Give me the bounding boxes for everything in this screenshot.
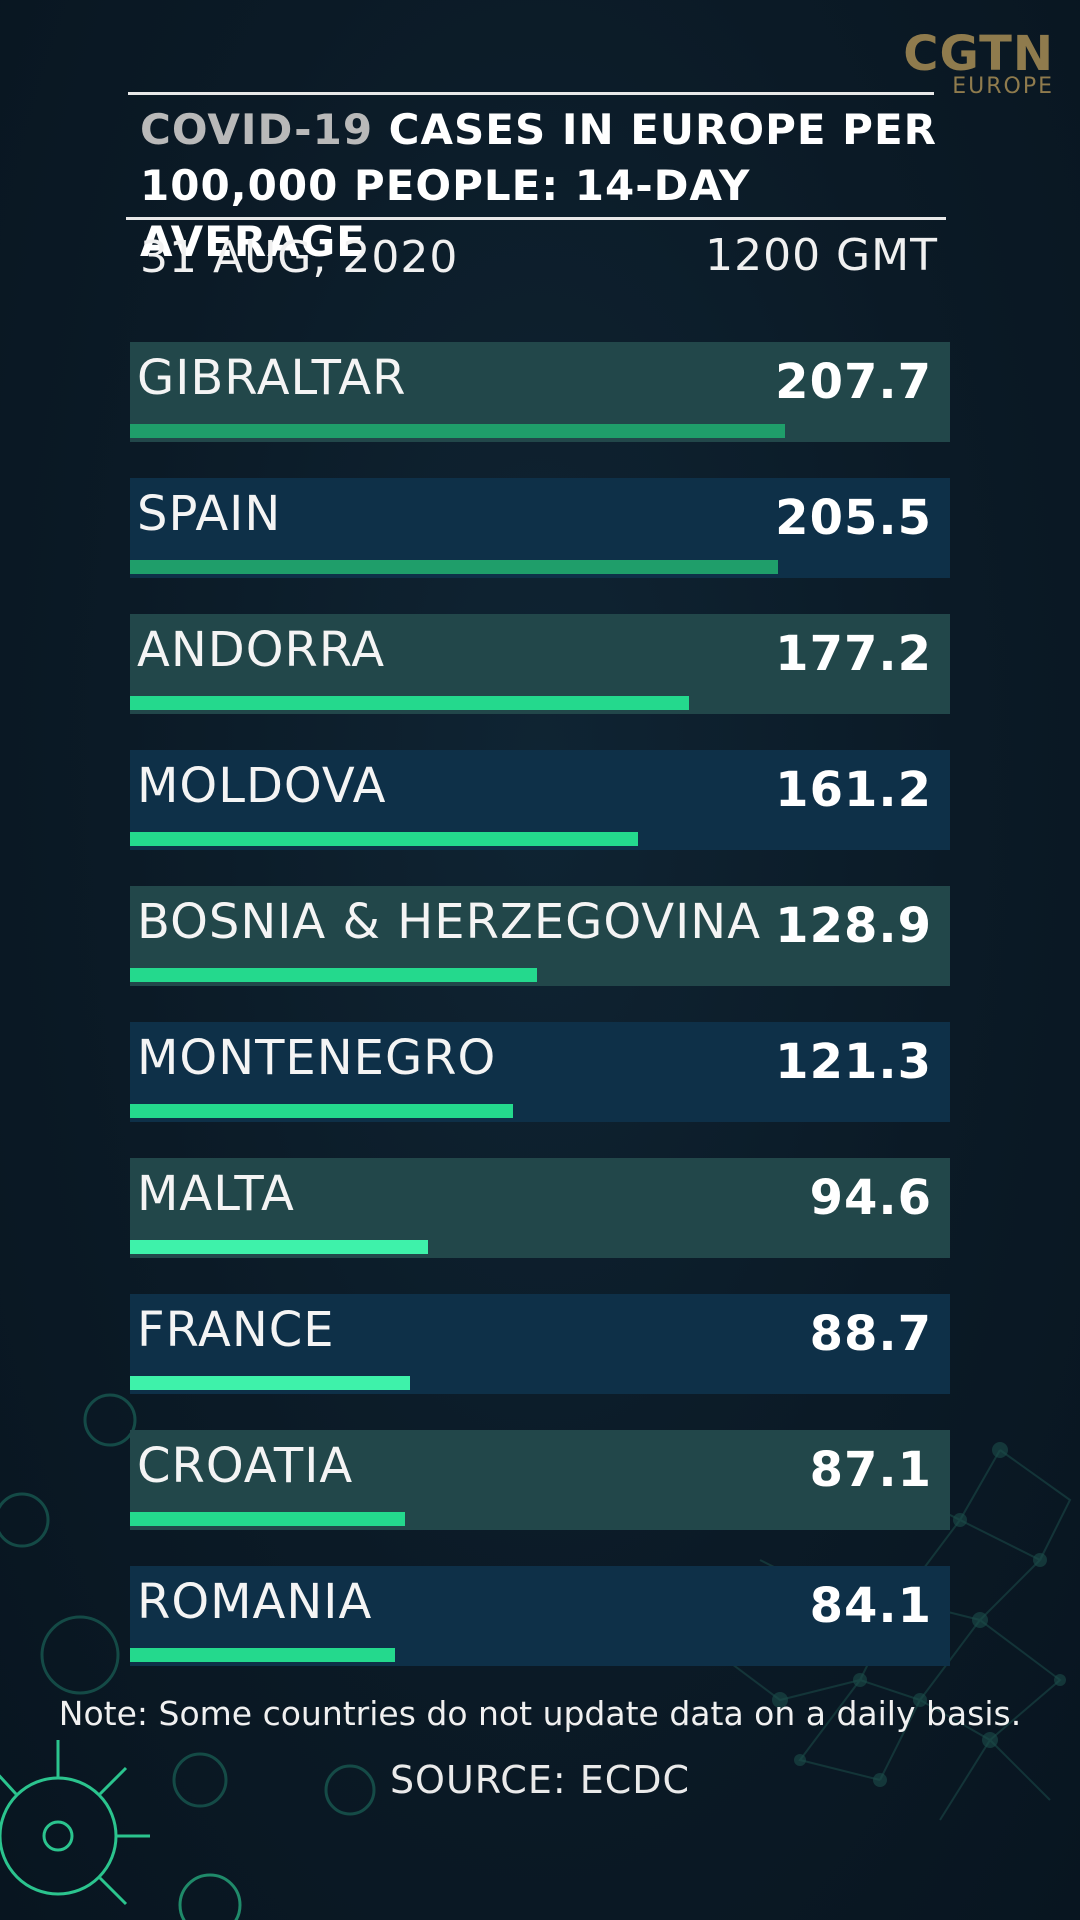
title-highlight: COVID-19 [140, 105, 374, 154]
category-label: GIBRALTAR [137, 350, 407, 406]
bar-row: MALTA 94.6 [130, 1158, 950, 1258]
bar-row: MONTENEGRO 121.3 [130, 1022, 950, 1122]
bar-row: ROMANIA 84.1 [130, 1566, 950, 1666]
footnote: Note: Some countries do not update data … [58, 1694, 1022, 1733]
category-label: ROMANIA [137, 1574, 373, 1630]
category-label: FRANCE [137, 1302, 335, 1358]
value-label: 161.2 [775, 762, 932, 818]
time-label: 1200 GMT [705, 230, 938, 281]
category-label: BOSNIA & HERZEGOVINA [137, 894, 762, 950]
bar [130, 1376, 410, 1390]
value-label: 128.9 [775, 898, 932, 954]
logo-region: EUROPE [952, 74, 1054, 99]
source-label: SOURCE: ECDC [389, 1758, 691, 1802]
category-label: MOLDOVA [137, 758, 387, 814]
title-bottom-rule [126, 217, 946, 220]
value-label: 177.2 [775, 626, 932, 682]
cgtn-europe-logo: CGTN EUROPE [903, 30, 1054, 98]
bar [130, 1240, 428, 1254]
category-label: SPAIN [137, 486, 282, 542]
title-line1: CASES IN EUROPE PER [373, 105, 937, 154]
value-label: 207.7 [775, 354, 932, 410]
bar [130, 1512, 405, 1526]
bar-row: BOSNIA & HERZEGOVINA 128.9 [130, 886, 950, 986]
value-label: 121.3 [775, 1034, 932, 1090]
category-label: MONTENEGRO [137, 1030, 497, 1086]
category-label: MALTA [137, 1166, 295, 1222]
bar-row: CROATIA 87.1 [130, 1430, 950, 1530]
bar [130, 424, 785, 438]
bar [130, 832, 638, 846]
bar-row: MOLDOVA 161.2 [130, 750, 950, 850]
bar [130, 696, 689, 710]
date-label: 31 AUG, 2020 [140, 232, 459, 283]
value-label: 84.1 [809, 1578, 932, 1634]
bar-row: ANDORRA 177.2 [130, 614, 950, 714]
bar-row: SPAIN 205.5 [130, 478, 950, 578]
bar [130, 560, 778, 574]
title-line2: 100,000 PEOPLE: 14-DAY AVERAGE [140, 161, 751, 266]
bar-row: FRANCE 88.7 [130, 1294, 950, 1394]
title-top-rule [128, 92, 934, 95]
logo-wordmark: CGTN [903, 26, 1054, 82]
value-label: 205.5 [775, 490, 932, 546]
value-label: 87.1 [809, 1442, 932, 1498]
bar [130, 1648, 395, 1662]
value-label: 88.7 [809, 1306, 932, 1362]
bar [130, 1104, 513, 1118]
category-label: CROATIA [137, 1438, 354, 1494]
bar [130, 968, 537, 982]
bar-row: GIBRALTAR 207.7 [130, 342, 950, 442]
value-label: 94.6 [809, 1170, 932, 1226]
category-label: ANDORRA [137, 622, 386, 678]
chart-title: COVID-19 CASES IN EUROPE PER 100,000 PEO… [140, 102, 960, 270]
